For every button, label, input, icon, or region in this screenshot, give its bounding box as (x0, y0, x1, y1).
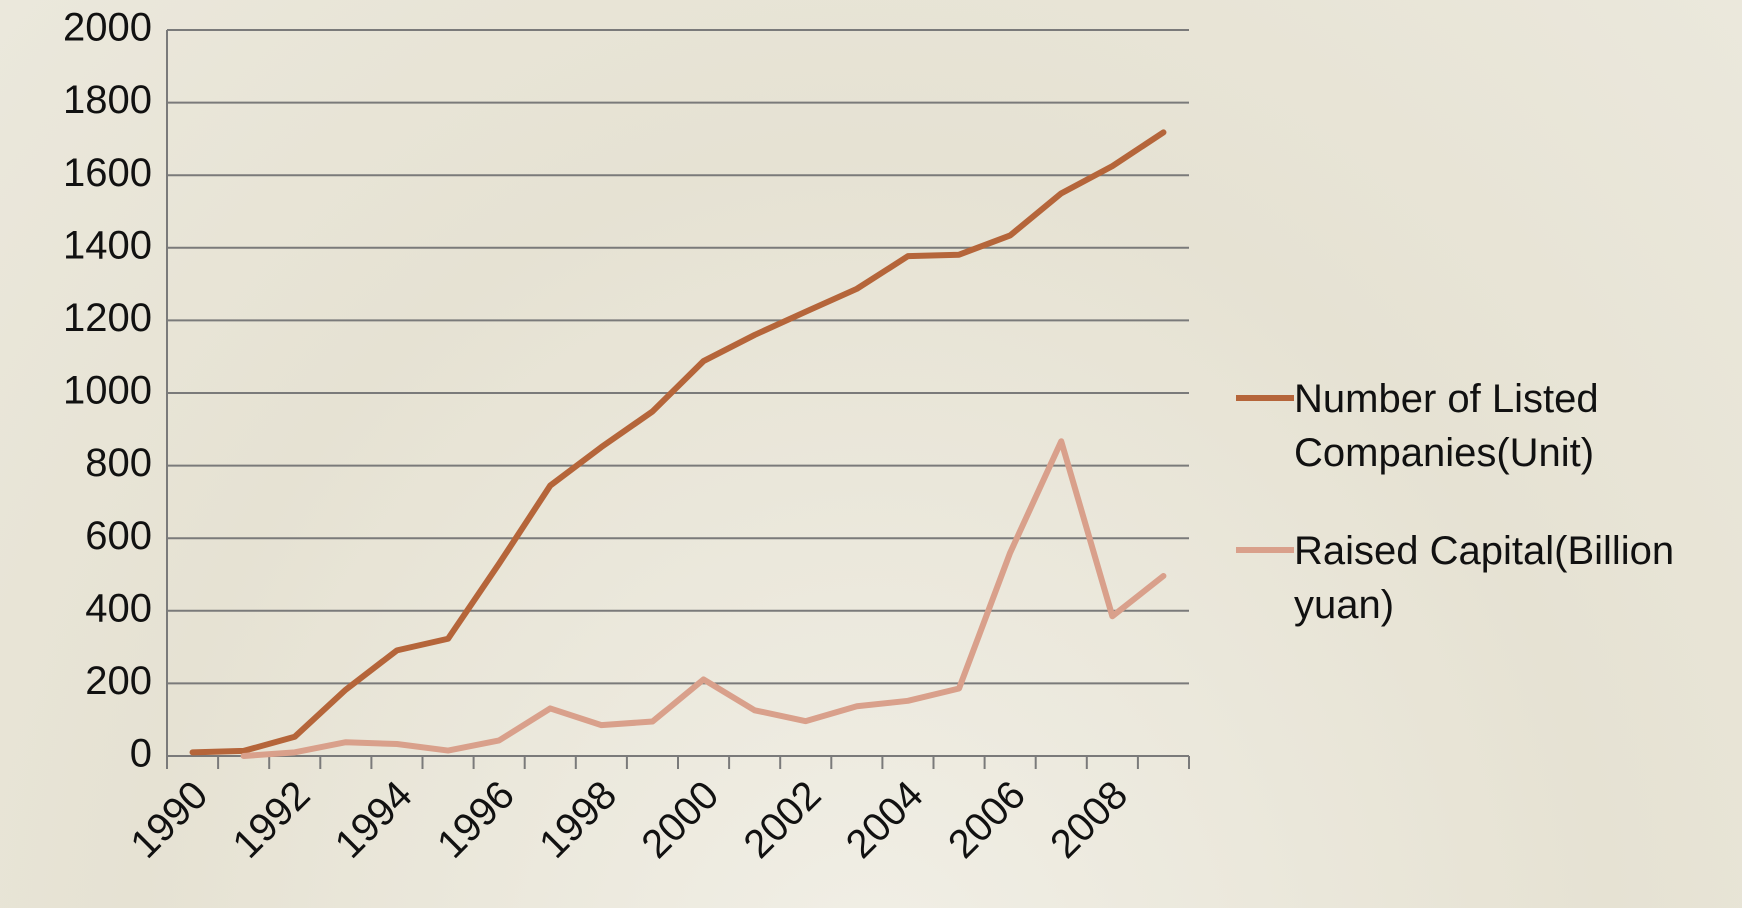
series-line (240, 438, 1167, 759)
legend-swatch (1236, 547, 1294, 553)
legend-label: Number of Listed Companies(Unit) (1294, 377, 1599, 475)
x-tick-label: 2004 (838, 773, 932, 867)
y-tick-label: 1400 (63, 223, 152, 267)
x-tick-label: 2008 (1042, 773, 1136, 867)
legend-item: Number of Listed Companies(Unit) (1236, 372, 1736, 480)
x-tick-label: 1992 (225, 773, 319, 867)
y-tick-label: 200 (85, 659, 152, 703)
x-tick-label: 1998 (531, 773, 625, 867)
legend: Number of Listed Companies(Unit) Raised C… (1236, 372, 1736, 676)
y-tick-label: 1000 (63, 369, 152, 413)
series-line (189, 129, 1167, 756)
legend-label: Raised Capital(Billion yuan) (1294, 529, 1675, 627)
y-tick-label: 2000 (63, 6, 152, 50)
y-tick-label: 1800 (63, 78, 152, 122)
legend-swatch (1236, 395, 1294, 401)
y-tick-label: 400 (85, 586, 152, 630)
legend-item: Raised Capital(Billion yuan) (1236, 524, 1736, 632)
x-tick-label: 2006 (940, 773, 1034, 867)
y-tick-label: 600 (85, 514, 152, 558)
x-tick-label: 1996 (429, 773, 523, 867)
y-tick-label: 800 (85, 441, 152, 485)
x-tick-label: 2002 (736, 773, 830, 867)
x-tick-label: 2000 (633, 773, 727, 867)
y-tick-label: 0 (130, 732, 152, 776)
x-tick-label: 1994 (327, 773, 421, 867)
y-tick-label: 1200 (63, 296, 152, 340)
x-tick-label: 1990 (122, 773, 216, 867)
y-tick-label: 1600 (63, 151, 152, 195)
